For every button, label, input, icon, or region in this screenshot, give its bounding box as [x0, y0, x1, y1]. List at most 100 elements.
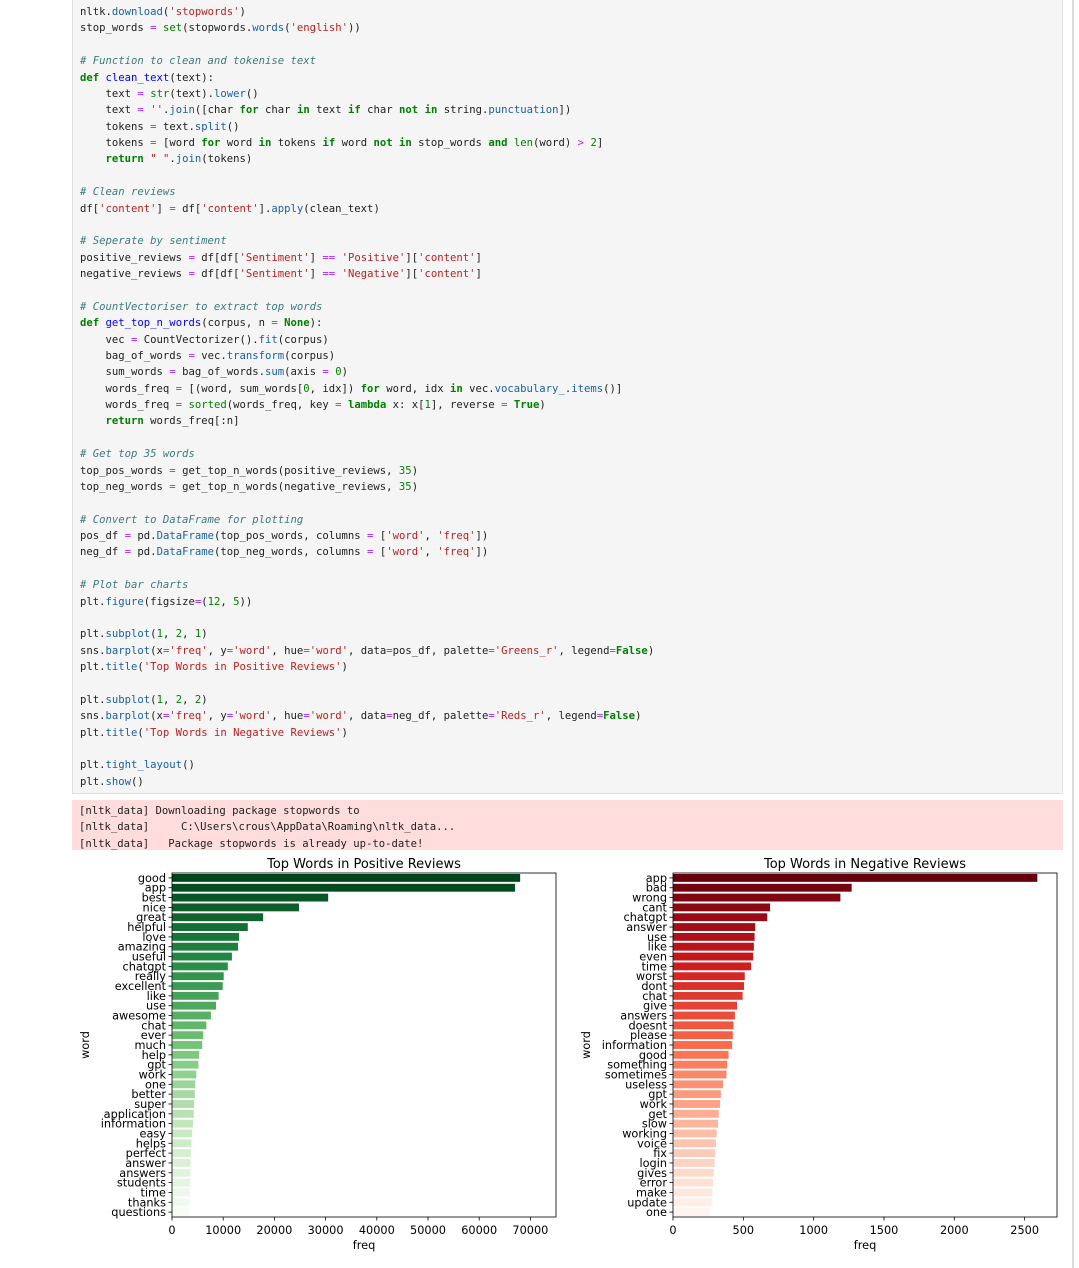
chart-positive-words: Top Words in Positive Reviews goodappbest… — [79, 857, 557, 1252]
code-token: tokens — [80, 120, 151, 133]
code-line: plt.show() — [80, 774, 654, 790]
code-token: 'word' — [233, 710, 272, 723]
y-tick-label: slow — [642, 1118, 667, 1131]
x-tick-label: 500 — [733, 1224, 755, 1237]
code-token: ] — [475, 268, 482, 280]
code-token: get_top_n_words(positive_reviews, — [175, 464, 399, 477]
bar — [172, 932, 240, 941]
code-token: (word) — [533, 137, 578, 149]
code-line: top_neg_words = get_top_n_words(negative… — [80, 479, 654, 495]
code-token: top_pos_words — [80, 464, 170, 477]
code-token: (text): — [169, 71, 214, 84]
code-token: == — [322, 251, 336, 264]
code-token: DataFrame — [156, 530, 214, 542]
x-axis-label: freq — [854, 1239, 877, 1252]
code-token: 1 — [424, 399, 431, 411]
bar — [673, 1129, 717, 1138]
y-tick-label: helps — [136, 1137, 166, 1150]
code-token: barplot — [105, 644, 151, 657]
code-token: # Seperate by sentiment — [80, 235, 227, 248]
code-token: = — [124, 546, 132, 559]
code-line: sum_words = bag_of_words.sum(axis = 0) — [80, 364, 654, 380]
code-token: 'Positive' — [341, 251, 406, 264]
y-tick-label: better — [131, 1088, 166, 1101]
code-token: = — [162, 644, 170, 657]
x-tick-label: 10000 — [205, 1224, 241, 1237]
code-token: 'Top Words in Positive Reviews' — [143, 661, 342, 673]
y-tick-label: awesome — [112, 1010, 166, 1023]
code-token: ([char — [194, 104, 240, 117]
code-line: negative_reviews = df[df['Sentiment'] ==… — [80, 266, 654, 282]
code-token: = — [175, 382, 183, 395]
code-token: = — [169, 202, 176, 215]
code-token: = — [131, 333, 138, 346]
code-token: join — [175, 153, 202, 166]
code-token: return — [105, 415, 144, 428]
y-tick-label: really — [135, 970, 167, 983]
code-token: ] — [596, 137, 604, 149]
code-token: for — [201, 137, 221, 149]
y-tick-label: make — [636, 1186, 667, 1199]
code-token: ( — [150, 693, 157, 706]
code-token: def — [80, 71, 100, 84]
code-token: ( — [284, 22, 291, 35]
code-token: ] — [475, 251, 482, 264]
code-token: neg_df, palette — [392, 710, 489, 723]
bar — [673, 1050, 729, 1059]
code-line: text = str(text).lower() — [80, 86, 654, 102]
code-token: vec. — [194, 349, 227, 362]
bar — [673, 1119, 719, 1128]
code-token: top_neg_words — [80, 480, 170, 493]
code-token: ) — [341, 366, 348, 379]
code-line: def get_top_n_words(corpus, n = None): — [80, 315, 654, 331]
code-token: words_freq[:n] — [143, 415, 240, 428]
code-token: = — [188, 349, 195, 362]
code-token: sum — [264, 366, 285, 379]
code-cell[interactable]: nltk.download('stopwords') stop_words = s… — [72, 0, 1063, 794]
code-token: items — [571, 382, 604, 395]
code-token: ], reverse — [430, 399, 502, 411]
code-token: split — [194, 120, 227, 133]
code-token: () — [226, 120, 240, 133]
code-line: plt.title('Top Words in Negative Reviews… — [80, 725, 654, 741]
code-token: , — [220, 595, 234, 608]
x-tick-label: 60000 — [461, 1224, 497, 1237]
code-token: words_freq — [80, 399, 176, 411]
code-token: (top_neg_words, columns — [213, 546, 368, 559]
code-token: show — [105, 775, 132, 788]
code-token: = — [137, 104, 144, 117]
code-token: ): — [309, 317, 323, 330]
code-token: . — [564, 382, 572, 395]
code-token: , data — [347, 644, 387, 657]
code-editor[interactable]: nltk.download('stopwords') stop_words = s… — [80, 4, 654, 790]
code-token: pd. — [131, 546, 157, 559]
code-token: )) — [239, 595, 253, 608]
bar — [172, 893, 329, 902]
code-token: download — [111, 6, 163, 18]
bar — [172, 923, 248, 931]
code-token: 'Reds_r' — [494, 710, 546, 723]
code-line: df['content'] = df['content'].apply(clea… — [80, 201, 654, 217]
code-token: df[ — [80, 202, 100, 215]
code-token: vec — [80, 333, 132, 346]
code-token: plt. — [80, 595, 106, 608]
code-token: 'Negative' — [341, 268, 406, 280]
bar — [172, 1060, 199, 1069]
code-token: and — [488, 137, 508, 149]
code-token: # CountVectoriser to extract top words — [80, 300, 323, 313]
code-token: plt. — [80, 726, 106, 739]
scrollbar-track[interactable] — [1072, 0, 1074, 1268]
code-line: def clean_text(text): — [80, 70, 654, 86]
y-tick-label: gpt — [147, 1059, 166, 1072]
code-token: ( — [150, 628, 157, 641]
bar — [673, 1060, 728, 1069]
y-tick-label: great — [136, 911, 166, 924]
bar — [172, 1100, 195, 1108]
code-token: True — [513, 399, 540, 411]
code-token: barplot — [105, 710, 151, 723]
code-token: ( — [201, 595, 208, 608]
code-token: 'freq' — [169, 644, 208, 657]
y-tick-label: fix — [653, 1147, 667, 1160]
y-tick-label: easy — [140, 1127, 167, 1140]
code-token: . — [169, 153, 176, 166]
